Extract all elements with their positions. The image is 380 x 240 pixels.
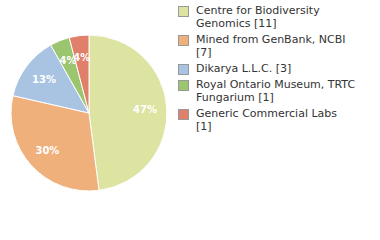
svg-text:30%: 30% (35, 145, 59, 156)
html-text:Centre for Biodiversity Genomi: Centre for Biodiversity Genomics [11] (196, 4, 320, 30)
svg-text:4%: 4% (73, 52, 90, 63)
html-text:Generic Commercial Labs [1]: Generic Commercial Labs [1] (196, 107, 337, 133)
html-text:Dikarya L.L.C. [3]: Dikarya L.L.C. [3] (196, 62, 292, 75)
html-text:Royal Ontario Museum, TRTC Fun: Royal Ontario Museum, TRTC Fungarium [1] (196, 78, 356, 104)
svg-text:4%: 4% (59, 55, 77, 67)
svg-text:47%: 47% (133, 104, 157, 115)
html-text:Mined from GenBank, NCBI [7]: Mined from GenBank, NCBI [7] (196, 33, 346, 59)
svg-text:13%: 13% (32, 74, 56, 85)
